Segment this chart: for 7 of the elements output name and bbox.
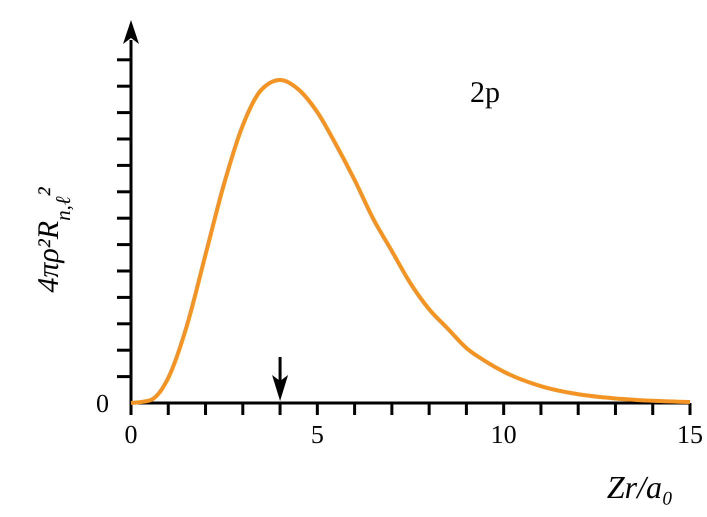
x-tick-label: 0 [124,420,138,449]
x-axis-title: Zr/a₀ [606,469,674,505]
text: 2p [470,76,500,109]
x-tick-label: 10 [490,420,517,449]
x-tick-label: 15 [677,420,703,449]
text: 0 [96,389,109,418]
x-tick-label: 5 [310,420,324,449]
